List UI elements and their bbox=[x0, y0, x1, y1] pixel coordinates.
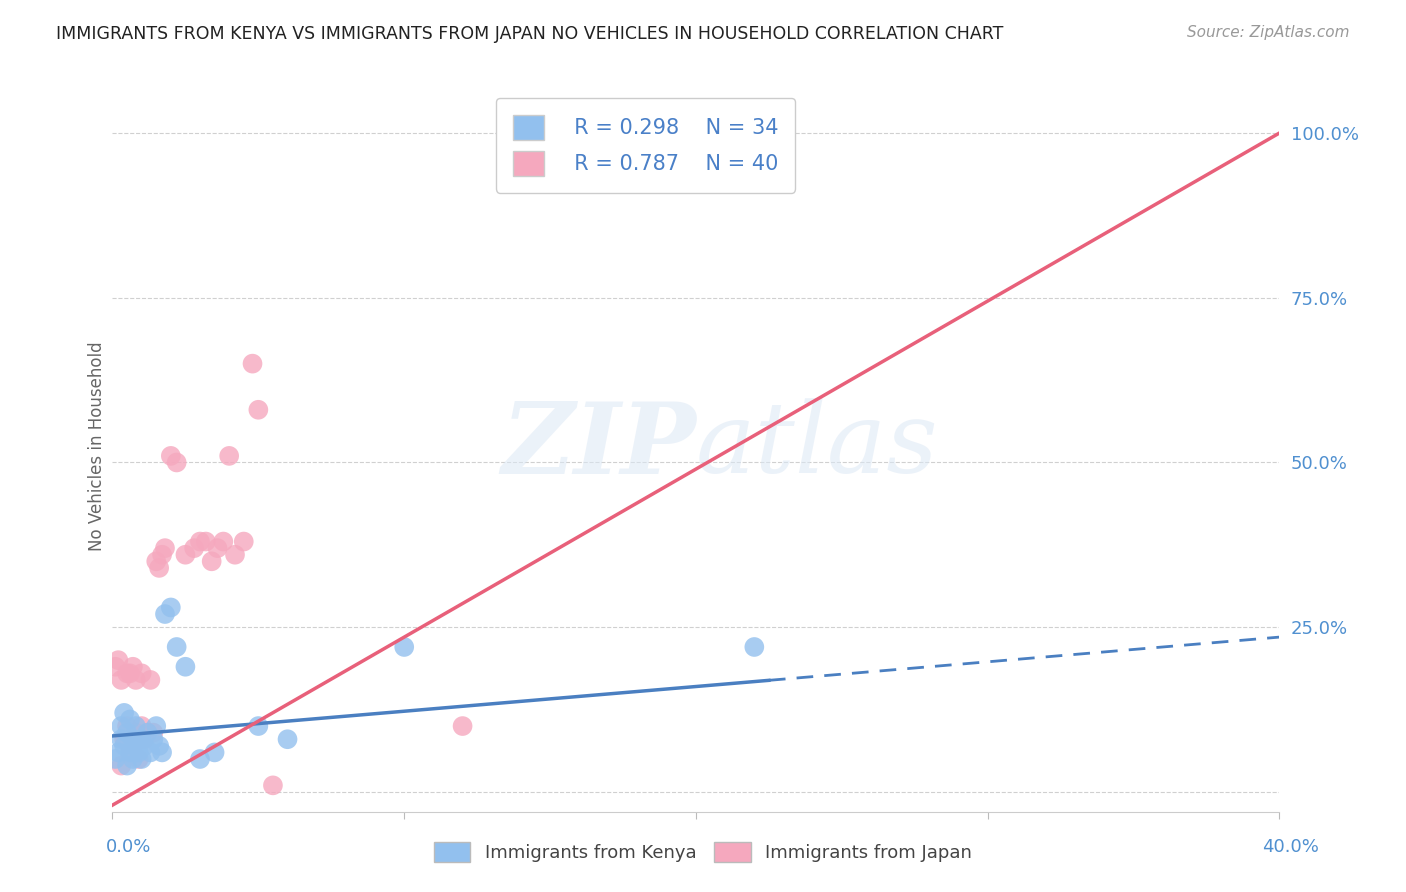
Text: 40.0%: 40.0% bbox=[1263, 838, 1319, 855]
Point bbox=[451, 719, 474, 733]
Point bbox=[118, 666, 141, 681]
Point bbox=[166, 455, 188, 469]
Point bbox=[145, 554, 167, 568]
Point bbox=[110, 732, 132, 747]
Point bbox=[112, 739, 135, 753]
Legend:   R = 0.298    N = 34,   R = 0.787    N = 40: R = 0.298 N = 34, R = 0.787 N = 40 bbox=[496, 98, 794, 193]
Point bbox=[142, 732, 165, 747]
Legend: Immigrants from Kenya, Immigrants from Japan: Immigrants from Kenya, Immigrants from J… bbox=[427, 834, 979, 870]
Point bbox=[104, 752, 127, 766]
Point bbox=[110, 758, 132, 772]
Point bbox=[166, 640, 188, 654]
Point bbox=[212, 534, 235, 549]
Point bbox=[115, 758, 138, 772]
Point bbox=[142, 725, 165, 739]
Point bbox=[139, 673, 162, 687]
Point bbox=[107, 746, 129, 760]
Point bbox=[153, 607, 176, 621]
Point bbox=[150, 548, 173, 562]
Point bbox=[153, 541, 176, 556]
Point bbox=[122, 752, 145, 766]
Point bbox=[224, 548, 246, 562]
Point bbox=[115, 666, 138, 681]
Point bbox=[194, 534, 217, 549]
Point bbox=[131, 666, 153, 681]
Point bbox=[174, 659, 197, 673]
Point bbox=[122, 732, 145, 747]
Point bbox=[134, 739, 156, 753]
Point bbox=[134, 732, 156, 747]
Point bbox=[122, 659, 145, 673]
Point bbox=[136, 725, 159, 739]
Point bbox=[207, 541, 229, 556]
Point bbox=[125, 719, 148, 733]
Point bbox=[394, 640, 416, 654]
Text: atlas: atlas bbox=[696, 399, 939, 493]
Point bbox=[125, 673, 148, 687]
Point bbox=[131, 752, 153, 766]
Point bbox=[139, 746, 162, 760]
Point bbox=[112, 706, 135, 720]
Point bbox=[122, 739, 145, 753]
Point bbox=[262, 778, 284, 792]
Point bbox=[247, 402, 270, 417]
Point bbox=[128, 752, 150, 766]
Point bbox=[148, 561, 170, 575]
Text: 0.0%: 0.0% bbox=[105, 838, 150, 855]
Point bbox=[125, 739, 148, 753]
Point bbox=[110, 719, 132, 733]
Point bbox=[218, 449, 240, 463]
Point bbox=[160, 449, 183, 463]
Point bbox=[118, 746, 141, 760]
Point bbox=[107, 653, 129, 667]
Point bbox=[204, 746, 226, 760]
Point bbox=[118, 713, 141, 727]
Point bbox=[242, 357, 264, 371]
Point bbox=[160, 600, 183, 615]
Point bbox=[118, 746, 141, 760]
Point bbox=[131, 719, 153, 733]
Point bbox=[150, 746, 173, 760]
Point bbox=[136, 725, 159, 739]
Point bbox=[174, 548, 197, 562]
Point bbox=[104, 659, 127, 673]
Point bbox=[128, 746, 150, 760]
Point bbox=[183, 541, 205, 556]
Point bbox=[276, 732, 298, 747]
Text: ZIP: ZIP bbox=[501, 398, 696, 494]
Point bbox=[131, 732, 153, 747]
Point bbox=[742, 640, 765, 654]
Point bbox=[115, 719, 138, 733]
Point bbox=[201, 554, 224, 568]
Point bbox=[115, 725, 138, 739]
Point bbox=[110, 673, 132, 687]
Text: IMMIGRANTS FROM KENYA VS IMMIGRANTS FROM JAPAN NO VEHICLES IN HOUSEHOLD CORRELAT: IMMIGRANTS FROM KENYA VS IMMIGRANTS FROM… bbox=[56, 25, 1004, 43]
Point bbox=[148, 739, 170, 753]
Point bbox=[188, 534, 211, 549]
Point bbox=[112, 732, 135, 747]
Y-axis label: No Vehicles in Household: No Vehicles in Household bbox=[87, 341, 105, 551]
Point bbox=[125, 725, 148, 739]
Point bbox=[145, 719, 167, 733]
Point bbox=[247, 719, 270, 733]
Text: Source: ZipAtlas.com: Source: ZipAtlas.com bbox=[1187, 25, 1350, 40]
Point bbox=[188, 752, 211, 766]
Point bbox=[232, 534, 254, 549]
